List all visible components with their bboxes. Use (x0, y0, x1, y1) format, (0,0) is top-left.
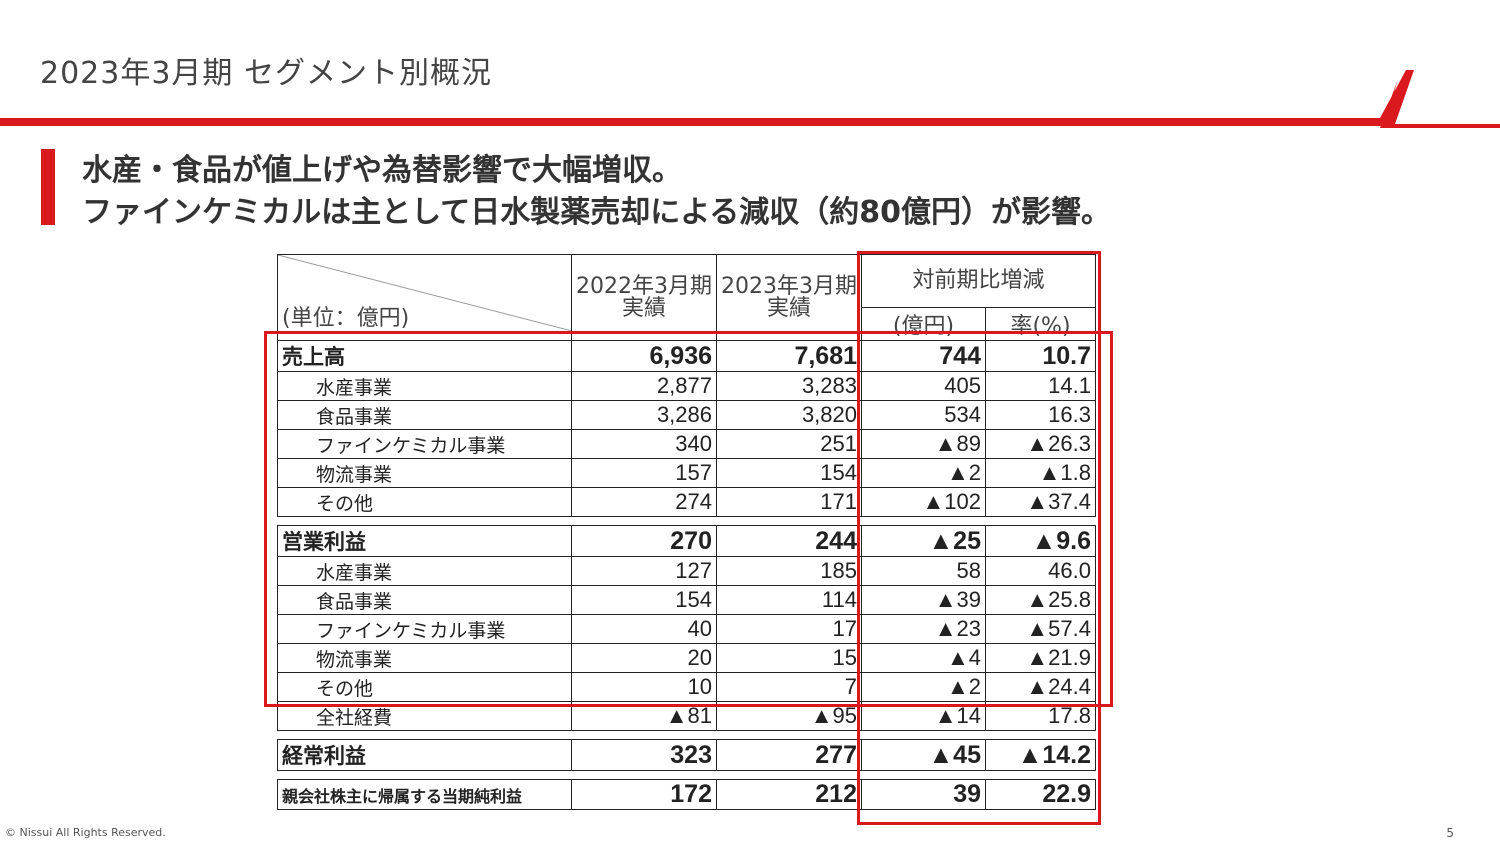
value-2022: 20 (571, 643, 717, 673)
value-diff: ▲102 (861, 487, 986, 517)
table-row: 食品事業 3,286 3,820 534 16.3 (277, 400, 1096, 430)
unit-label-cell: (単位：億円) (277, 254, 572, 341)
row-label: 経常利益 (277, 739, 572, 771)
table-row: 食品事業 154 114 ▲39 ▲25.8 (277, 585, 1096, 615)
value-rate: ▲24.4 (985, 672, 1096, 702)
headline-line-2: ファインケミカルは主として日水製薬売却による減収（約80億円）が影響。 (82, 195, 1112, 230)
value-rate: 22.9 (985, 779, 1096, 810)
value-2022: 340 (571, 429, 717, 459)
row-label: 食品事業 (277, 400, 572, 430)
table-row: 物流事業 157 154 ▲2 ▲1.8 (277, 458, 1096, 488)
value-diff: 58 (861, 556, 986, 586)
value-2022: 274 (571, 487, 717, 517)
table-row-sales: 売上高 6,936 7,681 744 10.7 (277, 340, 1096, 372)
value-diff: ▲89 (861, 429, 986, 459)
value-2023: 185 (716, 556, 862, 586)
value-2023: 277 (716, 739, 862, 771)
value-diff: ▲2 (861, 458, 986, 488)
value-diff: ▲39 (861, 585, 986, 615)
headline: 水産・食品が値上げや為替影響で大幅増収。 ファインケミカルは主として日水製薬売却… (82, 150, 1111, 234)
value-2023: 3,283 (716, 371, 862, 401)
table-row: 物流事業 20 15 ▲4 ▲21.9 (277, 643, 1096, 673)
header-diagonal-line (278, 255, 571, 331)
column-header-2022: 2022年3月期 実績 (571, 254, 717, 341)
copyright-text: © Nissui All Rights Reserved. (5, 826, 166, 839)
row-label: 食品事業 (277, 585, 572, 615)
row-label: その他 (277, 487, 572, 517)
row-label: 営業利益 (277, 525, 572, 557)
table-row: その他 274 171 ▲102 ▲37.4 (277, 487, 1096, 517)
value-diff: 39 (861, 779, 986, 810)
segment-table: (単位：億円) 2022年3月期 実績 2023年3月期 実績 対前期比増減 (… (277, 254, 1096, 810)
value-rate: 46.0 (985, 556, 1096, 586)
value-2022: 323 (571, 739, 717, 771)
table-row-operating-income: 営業利益 270 244 ▲25 ▲9.6 (277, 525, 1096, 557)
value-2023: 15 (716, 643, 862, 673)
column-header-2022-year: 2022年3月期 (576, 273, 712, 299)
value-diff: ▲2 (861, 672, 986, 702)
value-2023: 251 (716, 429, 862, 459)
row-label: ファインケミカル事業 (277, 614, 572, 644)
row-label: 親会社株主に帰属する当期純利益 (277, 779, 572, 810)
value-2023: 154 (716, 458, 862, 488)
column-header-change-amount: (億円) (861, 307, 986, 341)
table-row-net-income: 親会社株主に帰属する当期純利益 172 212 39 22.9 (277, 779, 1096, 810)
value-rate: ▲14.2 (985, 739, 1096, 771)
row-label: 水産事業 (277, 371, 572, 401)
value-rate: ▲26.3 (985, 429, 1096, 459)
row-label: 物流事業 (277, 458, 572, 488)
value-2022: 127 (571, 556, 717, 586)
value-rate: ▲9.6 (985, 525, 1096, 557)
row-label: 水産事業 (277, 556, 572, 586)
value-rate: 10.7 (985, 340, 1096, 372)
value-rate: ▲25.8 (985, 585, 1096, 615)
value-2022: 172 (571, 779, 717, 810)
value-diff: ▲45 (861, 739, 986, 771)
value-2023: 114 (716, 585, 862, 615)
value-rate: 14.1 (985, 371, 1096, 401)
table-row: 水産事業 127 185 58 46.0 (277, 556, 1096, 586)
value-diff: 744 (861, 340, 986, 372)
column-header-2023-year: 2023年3月期 (721, 273, 857, 299)
unit-label: (単位：億円) (282, 306, 410, 331)
value-2023: 171 (716, 487, 862, 517)
highlight-box-change-column (857, 251, 1101, 825)
value-rate: ▲1.8 (985, 458, 1096, 488)
column-header-change: 対前期比増減 (861, 254, 1096, 308)
value-2023: 3,820 (716, 400, 862, 430)
table-row: ファインケミカル事業 340 251 ▲89 ▲26.3 (277, 429, 1096, 459)
highlight-box-segments (264, 331, 1113, 707)
value-2022: 6,936 (571, 340, 717, 372)
headline-accent-bar (41, 149, 55, 225)
page-number: 5 (1446, 826, 1454, 840)
headline-line-1: 水産・食品が値上げや為替影響で大幅増収。 (82, 153, 682, 188)
value-2023: 17 (716, 614, 862, 644)
value-rate: ▲37.4 (985, 487, 1096, 517)
value-2022: 157 (571, 458, 717, 488)
value-2023: 212 (716, 779, 862, 810)
red-swoosh-decoration (0, 70, 1500, 128)
value-rate: ▲21.9 (985, 643, 1096, 673)
column-header-2023: 2023年3月期 実績 (716, 254, 862, 341)
page-title: 2023年3月期 セグメント別概況 (40, 56, 492, 91)
value-2022: 2,877 (571, 371, 717, 401)
value-2022: 270 (571, 525, 717, 557)
value-2023: 7 (716, 672, 862, 702)
column-header-2023-sub: 実績 (766, 295, 811, 321)
table-row: その他 10 7 ▲2 ▲24.4 (277, 672, 1096, 702)
value-2022: 154 (571, 585, 717, 615)
column-header-2022-sub: 実績 (621, 295, 666, 321)
table-row: ファインケミカル事業 40 17 ▲23 ▲57.4 (277, 614, 1096, 644)
row-label: 物流事業 (277, 643, 572, 673)
column-header-change-rate: 率(%) (985, 307, 1096, 341)
table-row-ordinary-income: 経常利益 323 277 ▲45 ▲14.2 (277, 739, 1096, 771)
